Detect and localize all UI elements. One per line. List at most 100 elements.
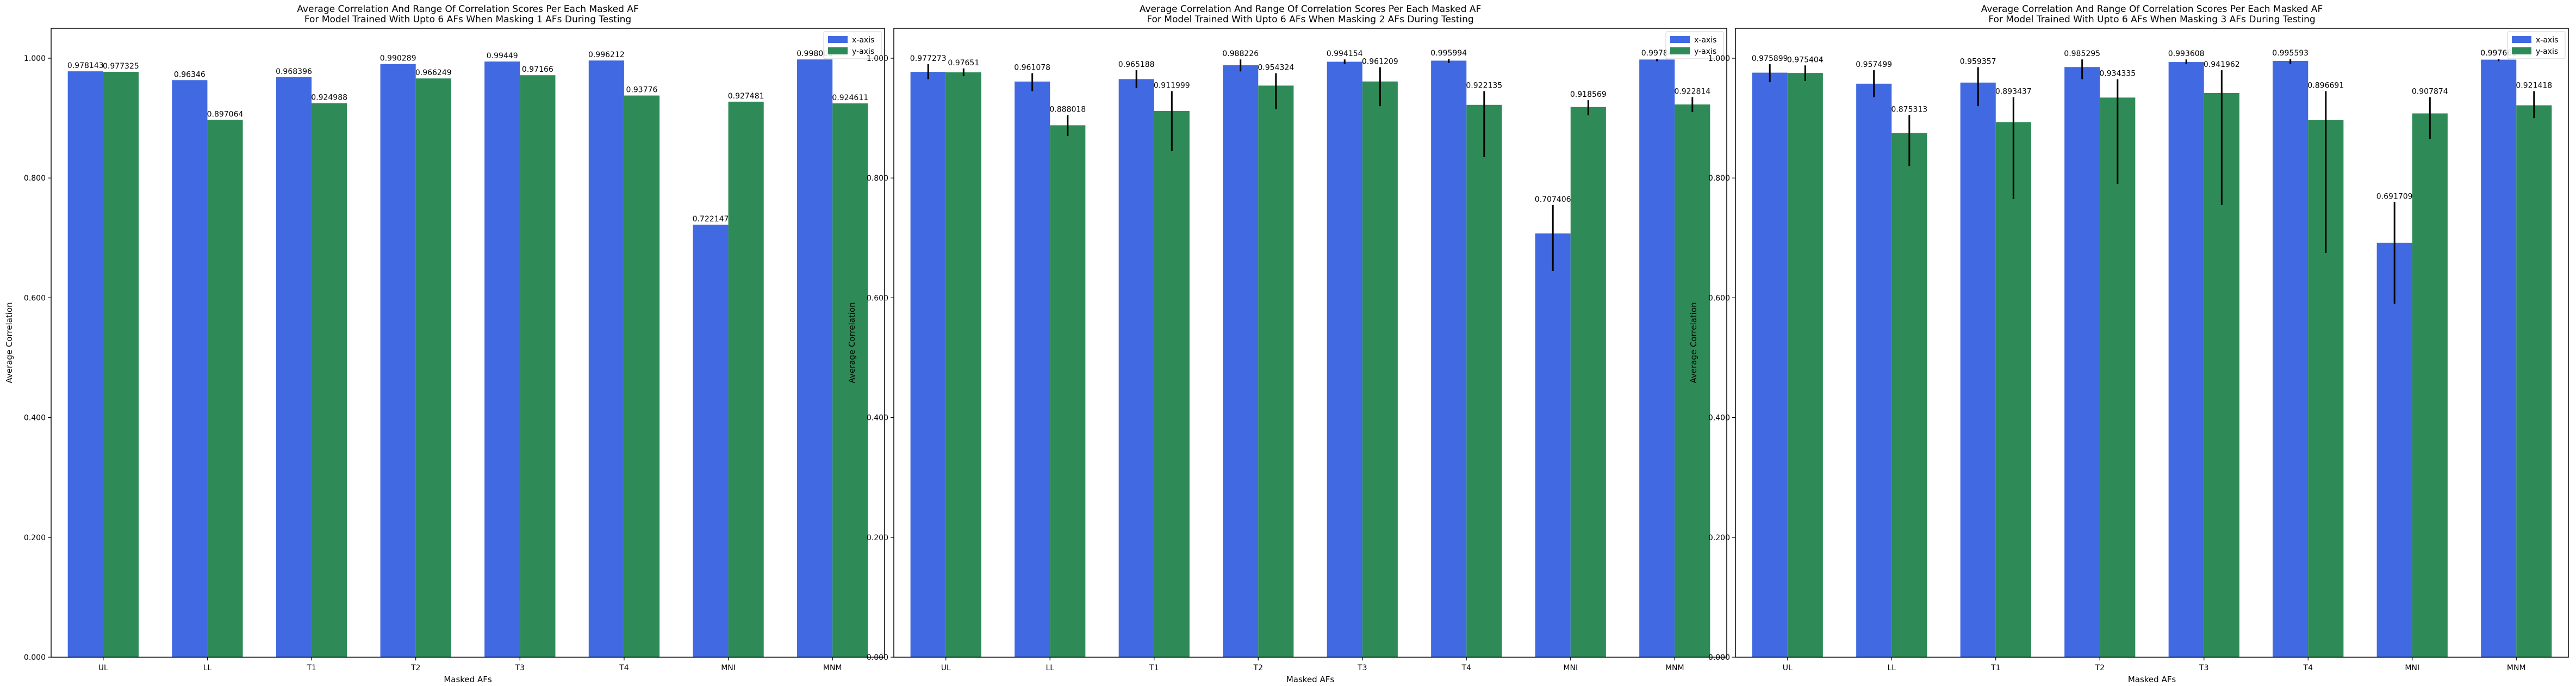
x-tick-label: T1 — [1149, 664, 1159, 672]
chart-panel-3: Average Correlation And Range Of Correla… — [1689, 4, 2569, 684]
bar-y-axis-MNI — [1570, 107, 1606, 657]
x-tick-label: T2 — [1253, 664, 1263, 672]
bar-y-axis-LL — [1891, 133, 1927, 657]
y-tick-label: 1.000 — [867, 54, 888, 63]
data-label: 0.896691 — [2307, 82, 2344, 90]
legend-label-y-axis: y-axis — [2536, 47, 2558, 56]
bar-x-axis-T4 — [2273, 60, 2309, 657]
y-tick-label: 0.400 — [1708, 414, 1730, 423]
data-label: 0.985295 — [2064, 50, 2100, 58]
legend-label-x-axis: x-axis — [852, 36, 874, 45]
data-label: 0.97166 — [522, 65, 553, 74]
data-label: 0.995593 — [2272, 49, 2309, 58]
data-label: 0.888018 — [1049, 106, 1086, 114]
x-axis-label: Masked AFs — [2128, 675, 2176, 684]
legend-label-y-axis: y-axis — [852, 47, 874, 56]
bar-y-axis-T2 — [415, 78, 451, 658]
data-label: 0.96346 — [174, 70, 206, 79]
data-label: 0.691709 — [2376, 192, 2413, 201]
data-label: 0.93776 — [626, 86, 658, 95]
y-tick-label: 0.800 — [867, 174, 888, 183]
data-label: 0.97651 — [948, 59, 979, 67]
bar-x-axis-T4 — [1431, 60, 1467, 658]
x-axis-label: Masked AFs — [1286, 675, 1335, 684]
bar-y-axis-T3 — [520, 75, 556, 657]
y-tick-label: 1.000 — [1708, 54, 1730, 63]
data-label: 0.961078 — [1014, 64, 1050, 72]
x-tick-label: MNI — [1563, 664, 1578, 672]
x-tick-label: T3 — [2199, 664, 2208, 672]
legend-label-x-axis: x-axis — [1694, 36, 1716, 45]
bar-y-axis-UL — [1787, 73, 1823, 657]
bar-x-axis-T2 — [1223, 65, 1259, 657]
data-label: 0.965188 — [1118, 60, 1155, 69]
data-label: 0.707406 — [1535, 195, 1571, 204]
x-tick-label: T2 — [2095, 664, 2105, 672]
data-label: 0.968396 — [276, 67, 312, 76]
bar-x-axis-T2 — [2064, 67, 2100, 658]
data-label: 0.922814 — [1674, 88, 1710, 96]
bar-y-axis-T2 — [1258, 85, 1294, 657]
bar-x-axis-T1 — [1960, 82, 1996, 658]
y-tick-label: 1.000 — [24, 54, 46, 63]
chart-title-line: For Model Trained With Upto 6 AFs When M… — [1988, 14, 2315, 25]
bar-y-axis-T1 — [1154, 110, 1190, 658]
chart-title-line: Average Correlation And Range Of Correla… — [297, 4, 638, 15]
bar-x-axis-MNM — [797, 59, 833, 657]
chart-title-line: Average Correlation And Range Of Correla… — [1140, 4, 1481, 15]
data-label: 0.975404 — [1787, 55, 1824, 64]
legend-swatch-x-axis — [1670, 36, 1690, 43]
chart-title-line: For Model Trained With Upto 6 AFs When M… — [304, 14, 631, 25]
x-tick-label: T4 — [619, 664, 629, 672]
x-tick-label: T3 — [515, 664, 525, 672]
data-label: 0.934335 — [2099, 70, 2136, 78]
bar-x-axis-T3 — [484, 61, 520, 657]
legend-label-y-axis: y-axis — [1694, 47, 1716, 56]
y-tick-label: 0.200 — [1708, 534, 1730, 542]
bar-y-axis-MNM — [1675, 104, 1710, 657]
plot-frame — [51, 28, 885, 658]
bar-y-axis-MNI — [728, 101, 764, 658]
data-label: 0.993608 — [2168, 50, 2205, 58]
data-label: 0.922135 — [1466, 82, 1502, 90]
bar-x-axis-UL — [910, 72, 946, 657]
x-tick-label: T1 — [306, 664, 316, 672]
chart-title-line: Average Correlation And Range Of Correla… — [1981, 4, 2323, 15]
data-label: 0.893437 — [1995, 88, 2032, 96]
legend-label-x-axis: x-axis — [2536, 36, 2558, 45]
bar-x-axis-LL — [1856, 83, 1892, 657]
data-label: 0.918569 — [1570, 90, 1607, 99]
data-label: 0.924988 — [311, 94, 347, 102]
data-label: 0.988226 — [1222, 50, 1259, 58]
x-tick-label: UL — [1783, 664, 1793, 672]
x-tick-label: T1 — [1990, 664, 2000, 672]
y-tick-label: 0.200 — [24, 534, 46, 542]
data-label: 0.995994 — [1430, 49, 1467, 58]
bar-y-axis-T1 — [1995, 122, 2031, 657]
data-label: 0.994154 — [1327, 50, 1363, 58]
bar-x-axis-UL — [67, 71, 103, 658]
bar-x-axis-T3 — [1327, 61, 1362, 658]
y-tick-label: 0.400 — [24, 414, 46, 423]
data-label: 0.977273 — [910, 54, 947, 63]
x-tick-label: MNI — [721, 664, 736, 672]
bar-y-axis-UL — [945, 72, 981, 658]
data-label: 0.722147 — [693, 215, 729, 224]
bar-y-axis-MNI — [2412, 113, 2448, 658]
x-tick-label: MNM — [1665, 664, 1684, 672]
x-tick-label: UL — [941, 664, 951, 672]
x-tick-label: MNM — [823, 664, 842, 672]
chart-title-line: For Model Trained With Upto 6 AFs When M… — [1147, 14, 1473, 25]
y-tick-label: 0.600 — [867, 294, 888, 302]
bar-x-axis-LL — [1015, 81, 1050, 657]
x-tick-label: T2 — [410, 664, 420, 672]
x-axis-label: Masked AFs — [444, 675, 492, 684]
bar-y-axis-LL — [207, 120, 243, 658]
data-label: 0.961209 — [1362, 58, 1398, 66]
bar-x-axis-T1 — [1118, 79, 1154, 657]
y-tick-label: 0.000 — [24, 653, 46, 662]
data-label: 0.941962 — [2204, 60, 2240, 69]
x-tick-label: T4 — [1461, 664, 1472, 672]
data-label: 0.99449 — [487, 52, 518, 60]
